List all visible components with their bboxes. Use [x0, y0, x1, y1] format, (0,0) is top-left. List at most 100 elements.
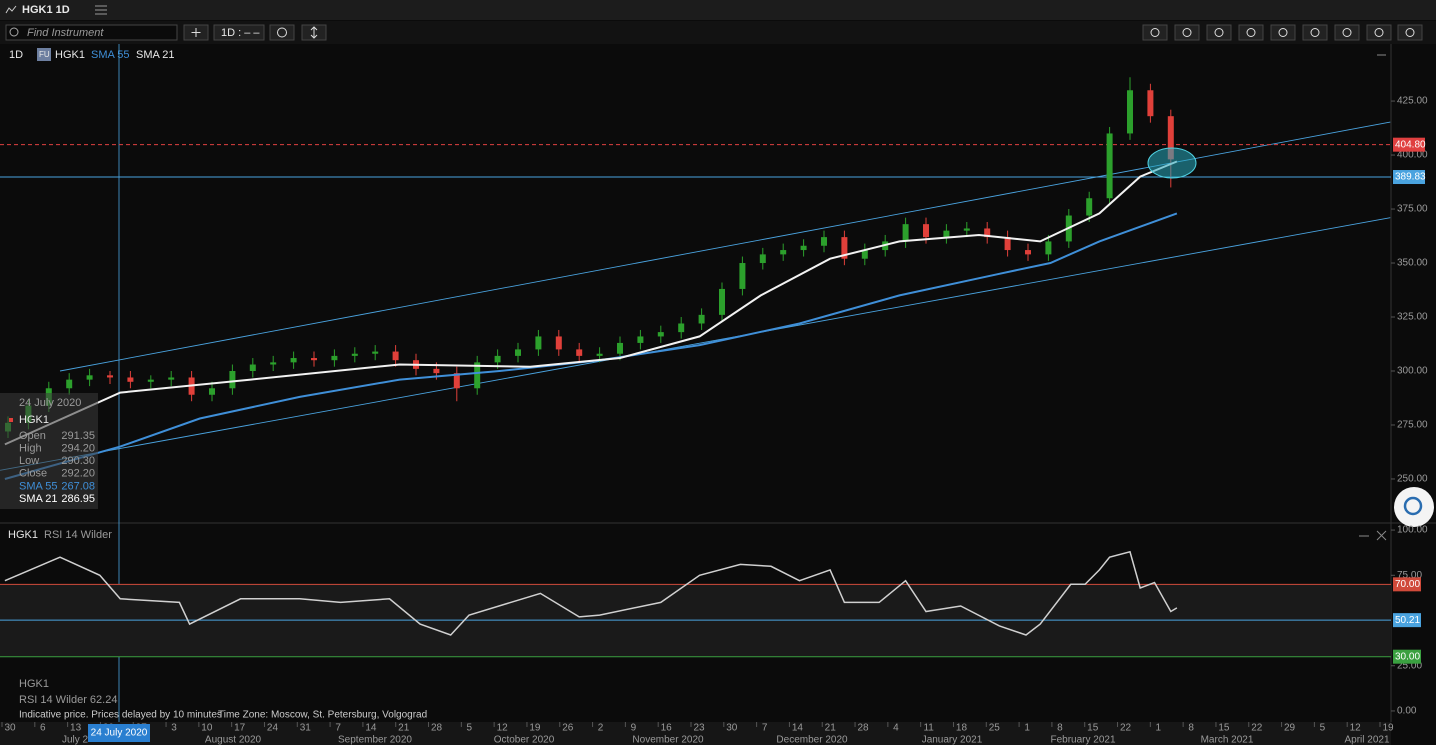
y-tick-label: 250.00 — [1397, 474, 1428, 485]
date-label: 7 — [335, 723, 341, 734]
candle-body — [515, 349, 521, 356]
date-label: 3 — [171, 723, 177, 734]
tool-button[interactable] — [1366, 24, 1392, 41]
tool-button[interactable] — [1238, 24, 1264, 41]
tool-icon — [1374, 28, 1384, 37]
candle-body — [861, 250, 868, 259]
cursor-box — [88, 724, 150, 742]
assistant-button[interactable] — [1394, 487, 1434, 527]
pane-controls[interactable] — [1359, 530, 1387, 541]
candle-body — [147, 379, 154, 382]
tool-button[interactable] — [1334, 24, 1360, 41]
footer-rsi: RSI 14 Wilder 62.24 — [19, 694, 117, 706]
y-tick-label: 75.00 — [1397, 570, 1422, 581]
y-tick-label: 300.00 — [1397, 366, 1428, 377]
sma21-line — [4, 160, 1178, 446]
candle-body — [555, 336, 562, 350]
tool-icon — [1342, 28, 1352, 37]
y-tick-label: 275.00 — [1397, 420, 1428, 431]
candle-body — [229, 370, 236, 389]
candle-body — [392, 351, 399, 361]
date-label: 18 — [956, 723, 968, 734]
tooltip-name: SMA 21 — [19, 493, 58, 505]
date-label: 15 — [1087, 723, 1099, 734]
tooltip-value: 294.20 — [61, 443, 95, 455]
tool-button[interactable] — [1397, 24, 1423, 41]
legend-interval: 1D — [9, 49, 23, 61]
toolbar — [0, 21, 1436, 44]
candle-body — [800, 245, 807, 251]
window-title: HGK1 1D — [22, 4, 70, 16]
month-label: January 2021 — [922, 735, 983, 745]
rsi-title: RSI 14 Wilder — [44, 529, 112, 541]
candle-body — [1127, 90, 1133, 134]
date-label: 12 — [497, 723, 509, 734]
month-label: October 2020 — [494, 735, 555, 745]
tool-button[interactable] — [1142, 24, 1168, 41]
date-label: 23 — [693, 723, 705, 734]
month-label: November 2020 — [632, 735, 704, 745]
highlight — [1147, 147, 1197, 179]
tooltip-name: Low — [19, 455, 39, 467]
sma55-line — [4, 212, 1178, 480]
candle-body — [617, 342, 623, 354]
level-box — [1393, 170, 1425, 185]
tool-icon — [1150, 28, 1160, 37]
date-label: 24 — [267, 723, 279, 734]
legend-badge: FU — [39, 50, 50, 59]
candle-body — [759, 254, 766, 264]
date-label: 8 — [1057, 723, 1063, 734]
y-tick-label: 375.00 — [1397, 204, 1428, 215]
footer-note: Indicative price. Prices delayed by 10 m… — [19, 710, 222, 721]
y-tick-label: 0.00 — [1397, 706, 1417, 717]
candle-body — [1025, 250, 1031, 255]
tool-button[interactable] — [1206, 24, 1232, 41]
candle-body — [1167, 116, 1174, 160]
tooltip-value: 267.08 — [61, 480, 95, 492]
date-label: 5 — [1320, 723, 1326, 734]
candle-body — [902, 224, 909, 242]
date-label: 16 — [661, 723, 673, 734]
tooltip-value: 292.20 — [61, 468, 95, 480]
tool-icon — [1246, 28, 1256, 37]
level-label: 50.21 — [1395, 615, 1420, 626]
candle-body — [719, 288, 725, 315]
candle-body — [1106, 133, 1113, 199]
tooltip-name: Close — [19, 468, 47, 480]
candle-body — [984, 228, 991, 238]
legend-sma21: SMA 21 — [136, 49, 175, 61]
level-box — [1393, 137, 1425, 152]
tooltip-date: 24 July 2020 — [19, 397, 81, 409]
tooltip-value: 291.35 — [61, 430, 95, 442]
refresh-button[interactable] — [269, 24, 295, 41]
level-box — [1393, 613, 1421, 628]
cursor-label: 24 July 2020 — [91, 728, 148, 739]
footer-timezone: Time Zone: Moscow, St. Petersburg, Volgo… — [218, 710, 427, 721]
candle-body — [576, 349, 583, 356]
date-label: 19 — [1382, 723, 1394, 734]
tool-button[interactable] — [1302, 24, 1328, 41]
refresh-icon — [277, 27, 287, 38]
candle-body — [637, 336, 644, 343]
tool-icon — [1310, 28, 1320, 37]
search-box[interactable] — [5, 24, 178, 41]
date-label: 10 — [201, 723, 213, 734]
tool-icon — [1182, 28, 1192, 37]
tool-button[interactable] — [1270, 24, 1296, 41]
menu-icon[interactable] — [95, 5, 107, 15]
date-label: 14 — [365, 723, 377, 734]
candle-body — [494, 355, 501, 363]
tooltip-name: SMA 55 — [19, 480, 58, 492]
tool-icon — [1278, 28, 1288, 37]
interval-button[interactable] — [213, 24, 265, 41]
y-tick-label: 100.00 — [1397, 525, 1428, 536]
candle-body — [678, 323, 685, 333]
date-label: 5 — [467, 723, 473, 734]
level-label: 30.00 — [1395, 651, 1420, 662]
date-label: 7 — [762, 723, 768, 734]
tool-button[interactable] — [1174, 24, 1200, 41]
date-label: 21 — [825, 723, 837, 734]
date-label: 19 — [529, 723, 541, 734]
chart-icon — [5, 5, 17, 14]
